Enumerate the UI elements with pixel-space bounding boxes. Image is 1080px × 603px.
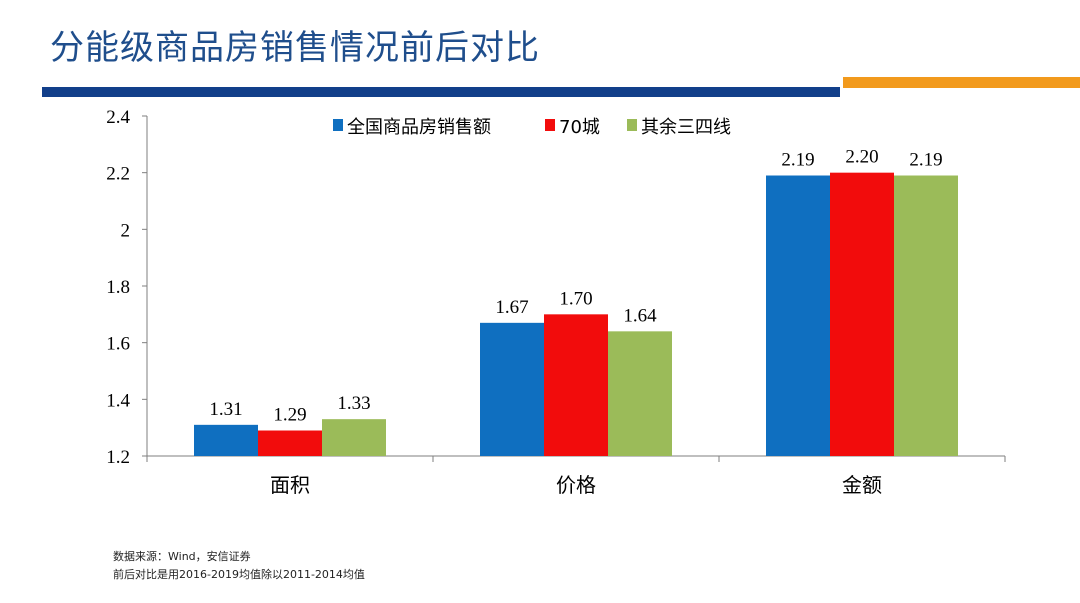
data-label: 2.19 xyxy=(909,150,942,171)
y-tick-label: 1.6 xyxy=(106,334,130,355)
method-note: 前后对比是用2016-2019均值除以2011-2014均值 xyxy=(113,568,365,581)
bar xyxy=(194,424,258,456)
data-label: 1.64 xyxy=(623,305,657,326)
bar xyxy=(480,322,544,456)
y-tick-label: 2.2 xyxy=(106,164,130,185)
data-label: 1.31 xyxy=(209,399,242,420)
legend-swatch xyxy=(333,119,343,131)
bar-chart: 1.21.41.61.822.22.4面积 价格 金额 1.31 1.291.331.… xyxy=(106,107,1006,497)
title-underline-blue xyxy=(42,87,840,97)
chart-data-labels: 1.31 1.29 1.33 1.67 1.70 1.64 2.19 2.20 2.19 xyxy=(209,147,942,426)
footnote: 数据来源：Wind，安信证券 前后对比是用2016-2019均值除以2011-2… xyxy=(113,548,365,584)
bar xyxy=(322,419,386,456)
data-label: 1.29 xyxy=(273,405,306,426)
title-underline-orange xyxy=(843,77,1080,88)
source-note: 数据来源：Wind，安信证券 xyxy=(113,550,251,563)
bar xyxy=(608,331,672,456)
bar xyxy=(766,175,830,456)
data-label: 1.33 xyxy=(337,393,370,414)
y-tick-label: 2.4 xyxy=(106,107,130,128)
x-tick-label: 价格 xyxy=(556,473,596,497)
bar xyxy=(830,172,894,456)
legend-label: 其余三四线 xyxy=(641,117,731,138)
data-label: 1.70 xyxy=(559,288,592,309)
bar xyxy=(894,175,958,456)
y-tick-label: 1.4 xyxy=(106,390,130,411)
data-label: 2.20 xyxy=(845,147,878,168)
legend-swatch xyxy=(627,119,637,131)
data-label: 2.19 xyxy=(781,150,814,171)
legend-label: 70城 xyxy=(559,117,600,138)
bar xyxy=(544,314,608,456)
chart-bars xyxy=(194,172,958,456)
y-tick-label: 1.2 xyxy=(106,447,130,468)
legend-label: 全国商品房销售额 xyxy=(347,117,491,138)
bar xyxy=(258,430,322,456)
data-label: 1.67 xyxy=(495,297,528,318)
x-tick-label: 面积 xyxy=(270,473,310,497)
y-tick-label: 1.8 xyxy=(106,277,130,298)
page-title: 分能级商品房销售情况前后对比 xyxy=(50,28,540,68)
x-tick-label: 金额 xyxy=(842,473,882,497)
y-tick-label: 2 xyxy=(121,220,131,241)
legend-swatch xyxy=(545,119,555,131)
chart-legend: 全国商品房销售额 70城 其余三四线 xyxy=(333,117,731,138)
